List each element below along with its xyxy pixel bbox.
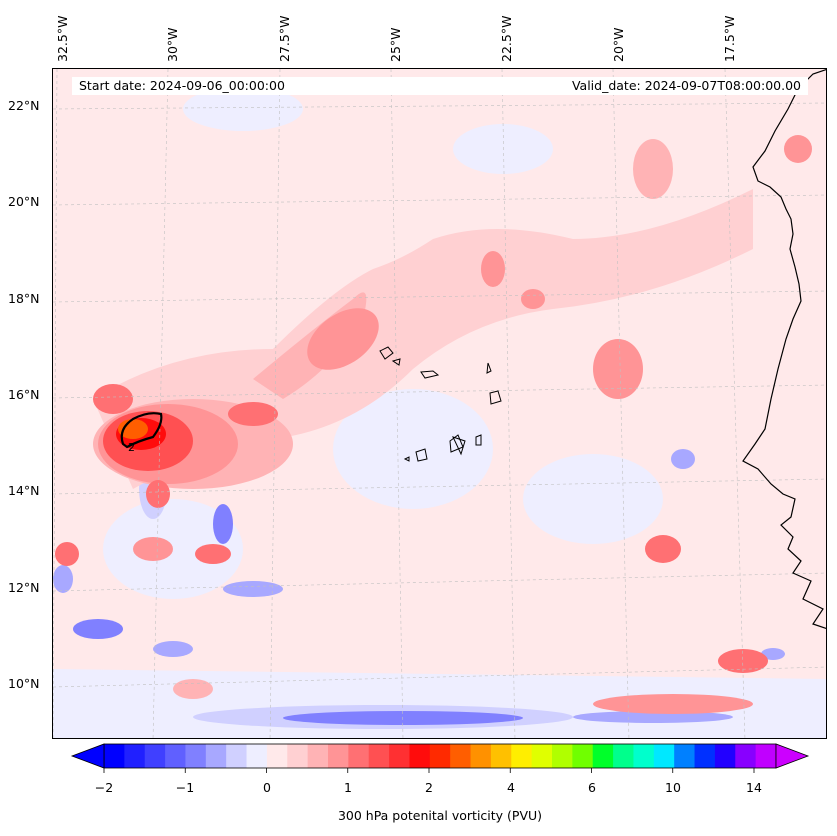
colorbar-cell	[653, 744, 675, 768]
colorbar-cell	[511, 744, 533, 768]
colorbar-cell	[348, 744, 370, 768]
cb-tick-label: 6	[588, 780, 596, 795]
colorbar-extend-low	[70, 743, 105, 769]
lat-label-12n: 12°N	[8, 580, 40, 595]
colorbar-cell	[328, 744, 349, 768]
colorbar-label: 300 hPa potenital vorticity (PVU)	[337, 808, 543, 823]
colorbar-cell	[735, 744, 757, 768]
colorbar-cell	[633, 744, 655, 768]
graticule	[53, 69, 826, 738]
pv-map: 2	[53, 69, 826, 738]
lat-label-22n: 22°N	[8, 98, 40, 113]
colorbar-cell	[165, 744, 186, 768]
colorbar-cell	[470, 744, 492, 768]
contour-label: 2	[128, 441, 135, 454]
lat-label-20n: 20°N	[8, 194, 40, 209]
start-date-label: Start date: 2024-09-06_00:00:00	[79, 78, 285, 93]
lon-label-30w: 30°W	[165, 27, 180, 62]
cape-verde-islands	[379, 346, 502, 462]
cb-tick-label: −2	[94, 780, 114, 795]
cb-tick-label: 4	[507, 780, 515, 795]
lon-label-22-5w: 22.5°W	[499, 15, 514, 62]
colorbar-cell	[409, 744, 431, 768]
colorbar-cell	[124, 744, 146, 768]
colorbar-cells	[103, 743, 777, 769]
colorbar-cell	[613, 744, 634, 768]
cb-tick-label: 2	[425, 780, 433, 795]
colorbar-cell	[389, 744, 410, 768]
colorbar-cell	[266, 744, 288, 768]
colorbar-cell	[490, 744, 512, 768]
colorbar-cell	[185, 744, 207, 768]
colorbar-cell	[714, 744, 736, 768]
colorbar-cell	[246, 744, 268, 768]
pv-contour-2: 2	[120, 412, 163, 454]
colorbar-cell	[694, 744, 716, 768]
colorbar-cell	[552, 744, 573, 768]
colorbar-cell	[307, 744, 329, 768]
cb-tick-label: 1	[344, 780, 352, 795]
colorbar-cell	[205, 744, 227, 768]
colorbar-cell	[450, 744, 472, 768]
cb-tick-label: 14	[746, 780, 762, 795]
colorbar-cell	[674, 744, 696, 768]
colorbar-extend-high	[775, 743, 810, 769]
lon-label-20w: 20°W	[611, 27, 626, 62]
cb-tick-label: −1	[175, 780, 195, 795]
cb-tick-label: 10	[665, 780, 681, 795]
lat-label-10n: 10°N	[8, 676, 40, 691]
colorbar-cell	[572, 744, 594, 768]
lat-label-18n: 18°N	[8, 291, 40, 306]
date-banner	[72, 77, 808, 95]
colorbar-cell	[287, 744, 309, 768]
lon-label-17-5w: 17.5°W	[722, 15, 737, 62]
colorbar-cell	[755, 744, 777, 768]
colorbar-ticks	[103, 768, 755, 773]
lon-label-27-5w: 27.5°W	[277, 15, 292, 62]
colorbar-cell	[226, 744, 248, 768]
cb-tick-label: 0	[263, 780, 271, 795]
colorbar-cell	[144, 744, 166, 768]
lon-label-32-5w: 32.5°W	[55, 15, 70, 62]
colorbar-cell	[368, 744, 390, 768]
lat-label-14n: 14°N	[8, 483, 40, 498]
valid-date-label: Valid_date: 2024-09-07T08:00:00.00	[571, 78, 801, 93]
colorbar-cell	[104, 744, 125, 768]
colorbar	[70, 743, 810, 773]
lat-label-16n: 16°N	[8, 387, 40, 402]
colorbar-cell	[531, 744, 553, 768]
negative-pv-areas	[53, 87, 826, 738]
map-panel: 2	[52, 68, 827, 739]
west-africa-coastline	[742, 69, 826, 629]
colorbar-cell	[429, 744, 451, 768]
colorbar-cell	[592, 744, 614, 768]
lon-label-25w: 25°W	[388, 27, 403, 62]
